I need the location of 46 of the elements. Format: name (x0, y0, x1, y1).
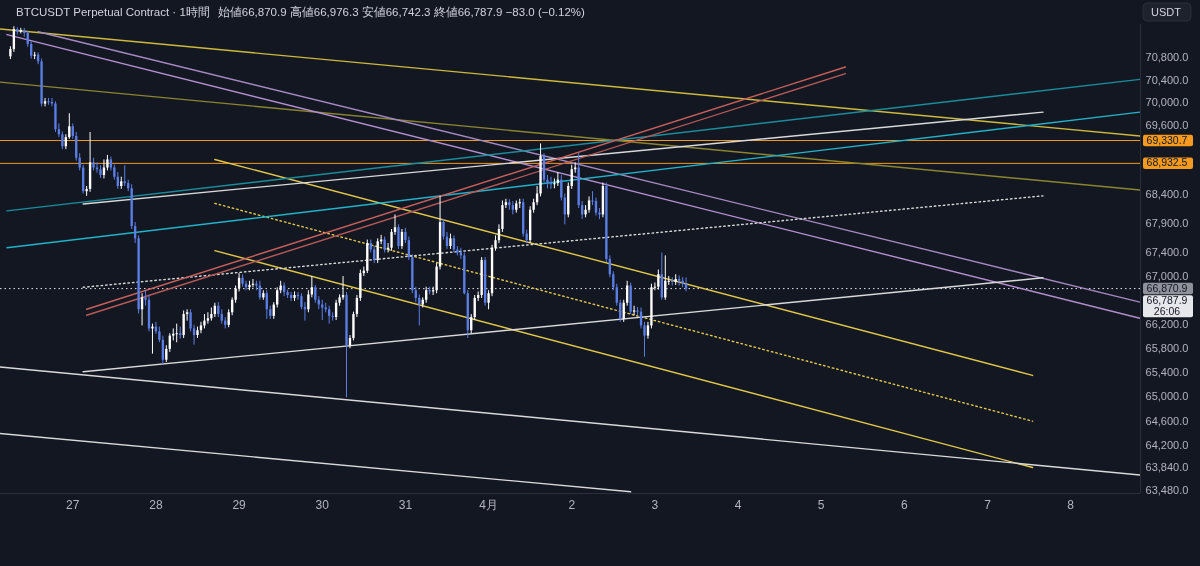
y-tick-label: 64,600.0 (1145, 414, 1189, 427)
y-tick-label: 64,200.0 (1145, 439, 1189, 452)
x-tick-label: 4 (734, 498, 742, 512)
candlestick (182, 309, 185, 339)
y-tick-label: 67,900.0 (1145, 217, 1189, 230)
candlestick (175, 323, 178, 343)
y-tick-label: 65,400.0 (1145, 365, 1189, 378)
x-tick-label: 3 (651, 498, 659, 512)
y-tick-label: 68,400.0 (1145, 188, 1189, 201)
x-tick-label: 28 (149, 498, 163, 512)
text: 26:06 (1153, 304, 1181, 317)
y-tick-label: 65,800.0 (1145, 341, 1189, 354)
y-axis-title: USDT (1151, 6, 1182, 18)
candlestick (418, 293, 421, 326)
y-tick-label: 65,000.0 (1145, 390, 1189, 403)
y-tick-label: 63,840.0 (1145, 461, 1189, 474)
y-tick-label: 66,200.0 (1145, 317, 1189, 330)
x-tick-label: 4月 (479, 498, 498, 512)
chart-title: BTCUSDT Perpetual Contract · 1時間 (16, 6, 210, 18)
x-tick-label: 30 (315, 498, 330, 512)
y-tick-label: 69,600.0 (1145, 119, 1189, 132)
candlestick (123, 164, 126, 187)
candlestick (206, 311, 210, 325)
x-tick-label: 27 (66, 498, 80, 512)
x-tick-label: 5 (817, 498, 825, 512)
chart-subtitle: 始値66,870.9 高値66,976.3 安値66,742.3 終値66,787.9 −83.0 (−0.12%) (217, 5, 586, 18)
y-tick-label: 67,000.0 (1145, 270, 1189, 283)
y-tick-label: 63,480.0 (1145, 483, 1189, 496)
x-tick-label: 8 (1067, 498, 1075, 512)
x-tick-label: 31 (398, 498, 413, 512)
candlestick (199, 321, 203, 334)
candlestick (632, 305, 636, 316)
candlestick (397, 223, 400, 250)
ref-line-label: 69,330.7 (1146, 133, 1188, 146)
x-tick-label: 7 (984, 498, 992, 512)
candlestick (657, 269, 660, 291)
y-tick-label: 70,000.0 (1145, 96, 1189, 109)
x-tick-label: 29 (232, 498, 247, 512)
x-tick-label: 2 (568, 498, 576, 512)
y-tick-label: 70,400.0 (1145, 73, 1189, 86)
x-tick-label: 6 (901, 498, 909, 512)
y-tick-label: 67,400.0 (1145, 246, 1189, 259)
ref-line-label: 66,787.9 (1146, 294, 1188, 307)
y-tick-label: 70,800.0 (1145, 51, 1189, 64)
text: 66,870.9 (1146, 281, 1188, 294)
ref-line-label: 68,932.5 (1146, 156, 1188, 169)
